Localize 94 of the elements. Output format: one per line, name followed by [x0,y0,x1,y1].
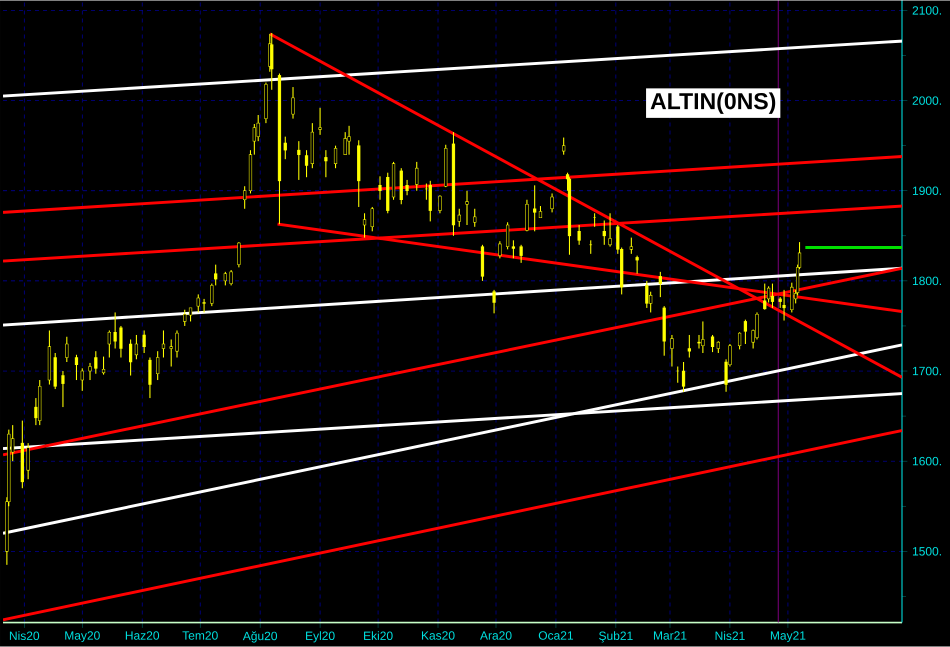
candlestick [80,368,84,392]
candlestick [162,330,166,358]
candlestick [370,206,374,232]
candlestick [533,184,536,232]
candlestick [645,280,648,308]
x-tick-label: Mar21 [654,631,686,640]
candlestick [128,338,132,376]
candlestick [102,356,106,376]
candlestick [770,283,774,308]
candlestick [94,350,98,374]
candlestick [405,179,409,196]
candlestick [658,271,662,298]
candlestick [119,325,123,358]
candlestick [608,212,612,248]
candlestick [465,190,469,226]
text: ALTIN(0NS) [650,92,776,114]
candlestick [304,150,308,178]
candlestick [297,140,300,180]
candlestick [224,271,227,286]
candlestick [602,220,606,246]
x-tick-label: Şub21 [599,631,633,642]
candlestick [512,240,516,259]
candlestick [458,208,461,228]
x-tick-label: Kas20 [422,631,455,640]
candlestick [324,150,328,178]
y-tick-label: 1700. [912,366,941,376]
candlestick [362,212,366,238]
candlestick [74,354,78,381]
candlestick [415,161,418,192]
candlestick [202,298,206,313]
candlestick [562,137,566,156]
candlestick [61,370,65,408]
x-tick-label: Ağu20 [242,631,278,643]
candlestick [188,307,192,322]
candlestick [237,242,240,268]
candlestick [506,222,510,250]
candlestick [744,319,748,345]
x-tick-label: Nis21 [716,631,745,640]
x-tick-label: Nis20 [10,631,40,640]
candlestick [156,350,160,381]
candlestick [538,206,542,218]
candlestick [114,312,117,350]
candlestick [710,334,714,353]
candlestick [578,224,581,246]
candlestick [26,442,30,480]
candlestick [175,330,179,358]
candlestick [716,340,720,354]
candlestick [88,362,92,381]
x-tick-label: Eki20 [364,631,393,640]
candlestick [347,125,351,156]
x-tick-label: Ara20 [480,631,512,640]
candlestick [134,334,138,360]
candlestick [701,320,704,354]
candlestick [670,334,674,368]
candlestick [438,194,442,214]
x-tick-label: Eyl20 [306,631,335,642]
y-tick-label: 1500. [912,547,941,556]
x-tick-label: Tem20 [182,631,218,640]
candlestick [284,136,287,160]
candlestick [196,294,200,313]
candlestick [738,332,742,350]
candlestick [473,208,476,228]
candlestick [790,282,794,313]
candlestick [378,176,382,200]
candlestick [697,334,701,350]
candlestick [520,244,523,264]
candlestick [492,289,496,314]
y-tick-label: 2000. [912,96,941,105]
candlestick [318,107,322,136]
candlestick [763,283,766,310]
candlestick [142,330,146,354]
candlestick [183,309,186,326]
candlestick [498,240,502,259]
x-tick-label: May21 [770,631,806,642]
candlestick [334,145,338,169]
y-tick-label: 2100. [912,6,941,15]
candlestick [108,330,111,358]
y-tick-label: 1600. [912,456,941,466]
candlestick [170,338,173,368]
candlestick [243,186,246,210]
y-tick-label: 1800. [912,276,941,286]
candlestick [550,192,554,213]
x-tick-label: May20 [65,631,100,642]
candlestick [688,334,691,358]
candlestick [636,255,639,274]
x-tick-label: Haz20 [126,631,160,640]
candlestick [755,312,759,340]
candlestick [65,336,68,363]
candlestick [630,237,633,254]
candlestick [291,86,295,120]
candlestick [230,270,233,286]
candlestick [682,361,686,392]
y-tick-label: 1900. [912,186,941,195]
x-tick-label: Oca21 [538,631,574,640]
